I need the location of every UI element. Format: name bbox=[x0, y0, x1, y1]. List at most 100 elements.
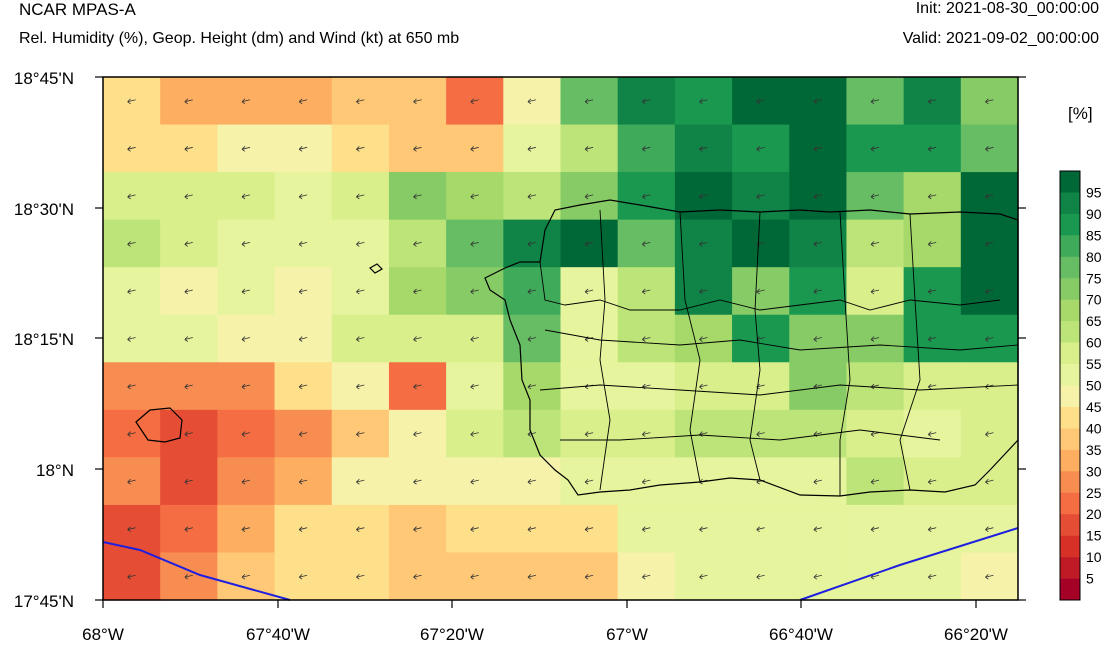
colorbar-swatch bbox=[1060, 557, 1080, 579]
wind-arrow bbox=[927, 336, 937, 342]
wind-arrow bbox=[584, 193, 594, 200]
wind-arrow bbox=[699, 241, 708, 247]
wind-arrow bbox=[298, 241, 308, 247]
wind-arrow bbox=[756, 193, 765, 200]
plot-subtitle: Rel. Humidity (%), Geop. Height (dm) and… bbox=[19, 30, 460, 47]
wind-arrow bbox=[813, 526, 822, 533]
wind-arrow bbox=[527, 146, 537, 152]
wind-arrow bbox=[527, 193, 537, 200]
wind-arrow bbox=[356, 241, 365, 247]
colorbar-label: 50 bbox=[1086, 378, 1102, 394]
colorbar-swatch bbox=[1060, 514, 1080, 536]
wind-arrow bbox=[241, 431, 251, 437]
wind-arrow bbox=[641, 478, 651, 485]
colorbar-swatch bbox=[1060, 449, 1080, 472]
axis-ticks bbox=[95, 76, 1026, 608]
wind-arrow bbox=[985, 573, 994, 580]
wind-arrow bbox=[756, 98, 765, 105]
wind-arrow bbox=[184, 573, 193, 580]
colorbar-swatch bbox=[1060, 342, 1080, 365]
colorbar-label: 75 bbox=[1086, 270, 1102, 286]
wind-arrow bbox=[470, 336, 479, 342]
wind-arrow bbox=[870, 336, 880, 342]
wind-arrow bbox=[241, 336, 251, 342]
wind-arrow bbox=[184, 193, 193, 200]
colorbar-swatch bbox=[1060, 578, 1080, 601]
colorbar-unit: [%] bbox=[1068, 104, 1093, 123]
wind-arrow bbox=[584, 288, 594, 295]
init-time: Init: 2021-08-30_00:00:00 bbox=[915, 0, 1099, 17]
wind-arrow bbox=[470, 98, 479, 105]
colorbar-label: 25 bbox=[1086, 485, 1102, 501]
puerto-rico-coast bbox=[484, 199, 1019, 497]
colorbar-swatch bbox=[1060, 192, 1080, 215]
wind-arrow bbox=[470, 573, 479, 580]
wind-arrow bbox=[641, 146, 651, 152]
colorbar-swatch bbox=[1060, 321, 1080, 343]
wind-arrow bbox=[241, 146, 251, 152]
wind-arrow bbox=[184, 336, 193, 342]
lon-label-0: 68°W bbox=[82, 625, 124, 644]
wind-arrow bbox=[584, 526, 594, 533]
wind-arrow bbox=[470, 241, 479, 247]
wind-arrow bbox=[356, 383, 365, 390]
wind-arrow bbox=[699, 336, 708, 342]
colorbar-label: 80 bbox=[1086, 249, 1102, 265]
track-line-right bbox=[799, 527, 1019, 601]
wind-arrow bbox=[927, 526, 937, 533]
storm-track-lines bbox=[102, 527, 1019, 601]
humidity-grid bbox=[103, 77, 1019, 601]
wind-arrow bbox=[356, 288, 365, 295]
wind-arrow bbox=[184, 288, 193, 295]
wind-arrow bbox=[985, 193, 994, 200]
wind-arrow bbox=[413, 336, 422, 342]
colorbar-swatch bbox=[1060, 535, 1080, 558]
wind-arrow bbox=[813, 336, 822, 342]
wind-arrow bbox=[584, 573, 594, 580]
wind-arrow bbox=[756, 146, 765, 152]
wind-arrow bbox=[870, 241, 880, 247]
longitude-labels: 68°W 67°40'W 67°20'W 67°W 66°40'W 66°20'… bbox=[82, 625, 1008, 644]
wind-arrow bbox=[985, 288, 994, 295]
lon-label-1: 67°40'W bbox=[246, 625, 310, 644]
colorbar-labels: 5 10 15 20 25 30 35 40 45 50 55 60 65 70 75 80 85 90 95 bbox=[1086, 184, 1102, 586]
wind-arrow bbox=[813, 288, 822, 295]
wind-arrow bbox=[527, 288, 537, 295]
wind-arrow bbox=[641, 98, 651, 105]
wind-arrow bbox=[413, 288, 422, 295]
colorbar-label: 10 bbox=[1086, 549, 1102, 565]
wind-arrow bbox=[699, 193, 708, 200]
wind-arrow bbox=[356, 336, 365, 342]
wind-arrow bbox=[184, 383, 193, 390]
wind-arrow bbox=[413, 431, 422, 437]
colorbar-swatch bbox=[1060, 385, 1080, 408]
wind-arrow bbox=[413, 146, 422, 152]
wind-arrow bbox=[641, 431, 651, 437]
wind-arrow bbox=[127, 573, 136, 580]
wind-arrow bbox=[413, 478, 422, 485]
lat-label-4: 17°45'N bbox=[14, 592, 74, 611]
wind-arrow bbox=[184, 98, 193, 105]
desecheo-island bbox=[369, 263, 383, 274]
wind-arrow bbox=[127, 478, 136, 485]
wind-arrow bbox=[699, 383, 708, 390]
colorbar-swatch bbox=[1060, 213, 1080, 236]
wind-arrow bbox=[298, 288, 308, 295]
wind-arrow bbox=[985, 526, 994, 533]
wind-arrow bbox=[870, 478, 880, 485]
wind-arrow bbox=[184, 478, 193, 485]
wind-arrow bbox=[298, 526, 308, 533]
wind-arrow bbox=[356, 146, 365, 152]
colorbar-swatch bbox=[1060, 256, 1080, 279]
wind-arrow bbox=[527, 98, 537, 105]
wind-arrow bbox=[470, 193, 479, 200]
colorbar-label: 30 bbox=[1086, 463, 1102, 479]
wind-arrow bbox=[470, 431, 479, 437]
colorbar-swatch bbox=[1060, 471, 1080, 494]
colorbar-swatch bbox=[1060, 235, 1080, 258]
wind-arrow bbox=[298, 478, 308, 485]
wind-arrow bbox=[527, 478, 537, 485]
wind-arrow bbox=[184, 146, 193, 152]
wind-arrow bbox=[927, 573, 937, 580]
colorbar-label: 60 bbox=[1086, 335, 1102, 351]
